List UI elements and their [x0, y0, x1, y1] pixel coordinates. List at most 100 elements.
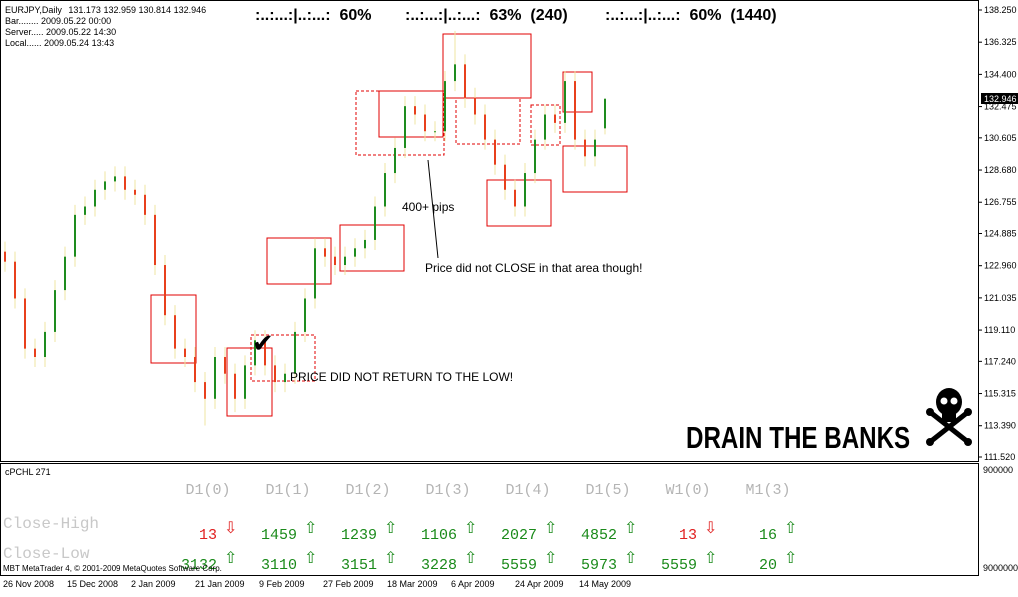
candle-body: [124, 176, 126, 190]
row-label: Close-Low: [3, 545, 90, 563]
candle-body: [554, 114, 556, 123]
candle-body: [54, 290, 56, 332]
candle-body: [254, 340, 256, 366]
indicator-frame: [0, 463, 979, 576]
indicator-axis-label: 900000: [983, 465, 1013, 475]
annotation: 400+ pips: [402, 200, 454, 214]
candle-body: [294, 331, 296, 374]
y-tick-label: 132.475: [984, 102, 1017, 112]
zone-box: [562, 71, 593, 113]
x-tick-label: 26 Nov 2008: [3, 579, 54, 589]
x-tick-label: 18 Mar 2009: [387, 579, 438, 589]
cell-arrow: ⇧: [464, 550, 477, 567]
candle-body: [24, 298, 26, 349]
info-line: Local...... 2009.05.24 13:43: [5, 38, 114, 48]
cell-value: 13: [679, 527, 697, 544]
column-header: D1(4): [505, 482, 550, 499]
main-frame: [0, 0, 979, 462]
info-line: Server..... 2009.05.22 14:30: [5, 27, 116, 37]
candle-body: [144, 194, 146, 215]
zone-box: [150, 294, 197, 364]
cell-value: 3132: [181, 557, 217, 574]
y-tick-label: 136.325: [984, 37, 1017, 47]
candle-body: [134, 189, 136, 195]
cell-arrow: ⇧: [624, 520, 637, 537]
cell-arrow: ⇧: [304, 550, 317, 567]
cell-value: 1106: [421, 527, 457, 544]
low: 130.814: [139, 5, 172, 15]
x-tick-label: 21 Jan 2009: [195, 579, 245, 589]
checkmark: ✔: [252, 328, 274, 358]
x-tick-label: 15 Dec 2008: [67, 579, 118, 589]
candle-body: [494, 139, 496, 165]
annotation: Price did not CLOSE in that area though!: [425, 261, 642, 275]
candle-body: [584, 139, 586, 157]
x-tick-label: 14 May 2009: [579, 579, 631, 589]
candle-body: [114, 176, 116, 182]
zone-box-dashed: [530, 104, 561, 146]
symbol: EURJPY,Daily: [5, 5, 62, 15]
cell-arrow: ⇩: [704, 520, 717, 537]
cell-arrow: ⇧: [464, 520, 477, 537]
candles: [4, 30, 606, 426]
high: 132.959: [103, 5, 136, 15]
candle-body: [44, 331, 46, 357]
candle-body: [244, 365, 246, 399]
cell-value: 20: [759, 557, 777, 574]
candle-body: [314, 248, 316, 299]
cell-arrow: ⇧: [544, 520, 557, 537]
row-label: Close-High: [3, 515, 99, 533]
y-tick-label: 128.680: [984, 165, 1017, 175]
candle-body: [564, 81, 566, 123]
cell-arrow: ⇧: [624, 550, 637, 567]
cell-value: 3151: [341, 557, 377, 574]
candle-body: [544, 114, 546, 140]
column-header: D1(3): [425, 482, 470, 499]
x-tick-label: 27 Feb 2009: [323, 579, 374, 589]
cell-value: 3110: [261, 557, 297, 574]
current-price: 132.946: [984, 94, 1017, 104]
y-tick-label: 117.240: [984, 356, 1016, 366]
y-tick-label: 113.390: [984, 421, 1016, 431]
candle-body: [444, 81, 446, 132]
indicator-axis-label: 9000000: [983, 563, 1018, 573]
candle-body: [174, 315, 176, 349]
candle-body: [594, 139, 596, 157]
y-tick-label: 124.885: [984, 229, 1017, 239]
cell-value: 5973: [581, 557, 617, 574]
candle-body: [4, 251, 6, 262]
zone-box: [226, 347, 273, 417]
y-tick-label: 130.605: [984, 133, 1017, 143]
cell-arrow: ⇧: [384, 550, 397, 567]
cell-arrow: ⇩: [224, 520, 237, 537]
current-price-box: [981, 93, 1018, 104]
cell-arrow: ⇧: [784, 520, 797, 537]
cell-value: 5559: [661, 557, 697, 574]
candle-body: [424, 114, 426, 132]
y-tick-label: 126.755: [984, 197, 1017, 207]
pointer-line: [427, 159, 439, 259]
cell-value: 2027: [501, 527, 537, 544]
column-header: D1(0): [185, 482, 230, 499]
open: 131.173: [68, 5, 101, 15]
candle-body: [74, 214, 76, 257]
candle-body: [604, 98, 606, 129]
zone-box: [339, 224, 405, 272]
column-header: D1(1): [265, 482, 310, 499]
annotation: PRICE DID NOT RETURN TO THE LOW!: [290, 370, 513, 384]
candle-body: [414, 106, 416, 115]
candle-body: [154, 214, 156, 266]
cell-arrow: ⇧: [704, 550, 717, 567]
x-tick-label: 9 Feb 2009: [259, 579, 305, 589]
candle-body: [274, 365, 276, 383]
candle-body: [374, 206, 376, 240]
x-tick-label: 24 Apr 2009: [515, 579, 564, 589]
skull-icon: [926, 388, 972, 446]
candle-body: [334, 256, 336, 266]
candle-body: [214, 356, 216, 399]
info-line: Bar........ 2009.05.22 00:00: [5, 16, 111, 26]
y-tick-label: 122.960: [984, 261, 1017, 271]
candle-body: [524, 173, 526, 207]
cell-value: 1239: [341, 527, 377, 544]
